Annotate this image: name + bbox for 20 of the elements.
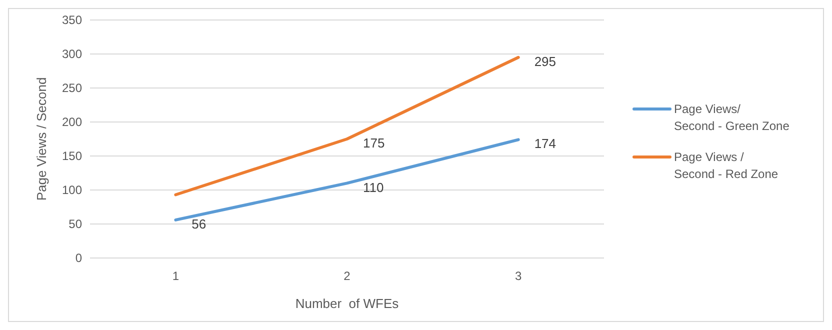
y-tick-label: 50 [68, 217, 82, 232]
legend-label: Page Views / Second - Red Zone [674, 150, 778, 181]
y-axis-title: Page Views / Second [34, 77, 49, 201]
x-tick-label: 1 [172, 269, 180, 283]
data-label: 175 [363, 136, 385, 151]
x-axis-title: Number of WFEs [295, 296, 400, 311]
y-tick-label: 0 [75, 251, 82, 266]
data-label: 295 [534, 54, 556, 69]
y-tick-label: 300 [62, 47, 82, 62]
legend-label: Page Views/ Second - Green Zone [674, 102, 790, 133]
y-tick-label: 250 [62, 81, 82, 96]
y-tick-label: 150 [62, 149, 82, 164]
y-tick-label: 350 [62, 13, 82, 28]
y-tick-label: 200 [62, 115, 82, 130]
data-label: 110 [363, 180, 384, 195]
x-tick-label: 2 [344, 269, 351, 283]
data-label: 174 [534, 136, 556, 152]
y-tick-label: 100 [62, 183, 82, 198]
x-tick-label: 3 [514, 269, 522, 283]
data-label: 56 [192, 216, 206, 232]
